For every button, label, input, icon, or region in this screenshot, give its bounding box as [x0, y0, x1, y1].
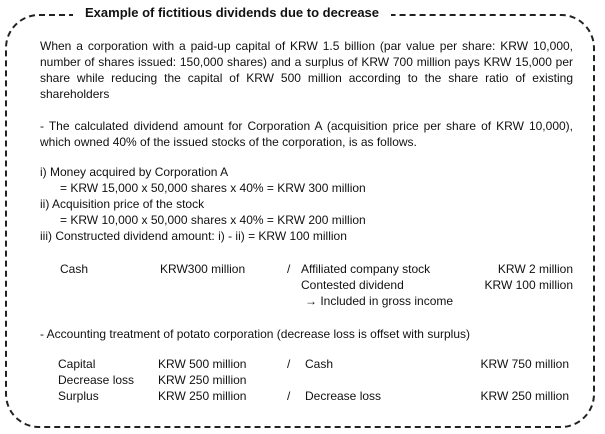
- accounting-intro: - Accounting treatment of potato corpora…: [40, 327, 470, 341]
- entry2-row-credit-account: Cash: [305, 357, 334, 371]
- calc-item-i-label: i) Money acquired by Corporation A: [40, 165, 229, 179]
- entry2-row-credit-amount: KRW 250 million: [480, 389, 569, 403]
- entry2-row-credit-amount: KRW 750 million: [480, 357, 569, 371]
- entry2-row-slash: /: [287, 357, 291, 371]
- entry2-row-debit-amount: KRW 250 million: [158, 373, 247, 387]
- entry2-row-debit-account: Surplus: [58, 389, 99, 403]
- calc-item-ii-formula: = KRW 10,000 x 50,000 shares x 40% = KRW…: [60, 213, 366, 227]
- calc-item-iii: iii) Constructed dividend amount: i) - i…: [40, 229, 347, 243]
- calc-item-i-formula: = KRW 15,000 x 50,000 shares x 40% = KRW…: [60, 181, 366, 195]
- entry1-credit2-account: Contested dividend: [301, 278, 404, 292]
- calc-item-ii-label: ii) Acquisition price of the stock: [40, 197, 205, 211]
- entry1-credit2-amount: KRW 100 million: [484, 278, 573, 292]
- entry2-row-credit-account: Decrease loss: [305, 389, 382, 403]
- entry2-row-debit-account: Decrease loss: [58, 373, 135, 387]
- entry2-row-slash: /: [287, 389, 291, 403]
- entry1-slash: /: [287, 262, 291, 276]
- intro-paragraph: When a corporation with a paid-up capita…: [40, 39, 573, 101]
- calc-intro-paragraph: - The calculated dividend amount for Cor…: [40, 119, 573, 149]
- entry1-debit-amount: KRW300 million: [160, 262, 246, 276]
- entry1-note: → Included in gross income: [305, 294, 454, 308]
- section-title: Example of fictitious dividends due to d…: [73, 5, 392, 20]
- entry1-credit1-account: Affiliated company stock: [301, 262, 431, 276]
- entry1-credit1-amount: KRW 2 million: [497, 262, 573, 276]
- entry2-row-debit-amount: KRW 250 million: [158, 389, 247, 403]
- entry2-row-debit-amount: KRW 500 million: [158, 357, 247, 371]
- entry1-debit-account: Cash: [60, 262, 89, 276]
- entry2-row-debit-account: Capital: [58, 357, 96, 371]
